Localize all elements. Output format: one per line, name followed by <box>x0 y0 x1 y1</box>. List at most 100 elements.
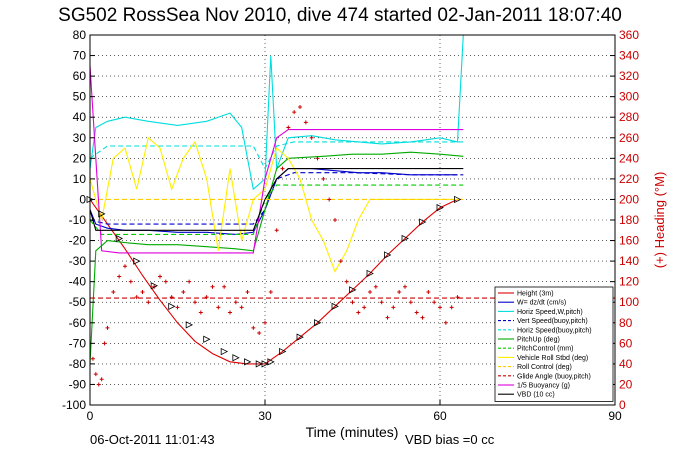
right-tick-label: 320 <box>619 69 639 83</box>
series-line-4 <box>89 141 464 170</box>
heading-point <box>263 320 267 325</box>
legend-label-1: W= dz/dt (cm/s) <box>517 300 566 307</box>
left-tick-label: -10 <box>69 213 87 227</box>
heading-point <box>268 289 273 294</box>
heading-point <box>338 259 343 264</box>
heading-point <box>222 284 227 289</box>
heading-point <box>140 289 145 294</box>
depth-marker <box>401 234 409 243</box>
left-tick-label: -60 <box>69 316 87 330</box>
heading-point <box>102 341 107 346</box>
heading-point <box>327 197 332 202</box>
depth-marker <box>384 251 392 259</box>
heading-point <box>169 295 174 300</box>
heading-point <box>146 300 151 305</box>
depth-marker <box>220 347 229 356</box>
legend-label-0: Height (3m) <box>517 291 554 298</box>
x-tick-label: 30 <box>258 409 272 423</box>
heading-point <box>99 377 104 382</box>
right-tick-label: 240 <box>619 151 639 165</box>
heading-point <box>257 331 262 336</box>
heading-point <box>128 279 133 284</box>
left-tick-label: 60 <box>73 69 87 83</box>
heading-point <box>204 295 209 300</box>
depth-marker <box>203 335 211 343</box>
legend-label-8: Roll Control (deg) <box>517 364 572 371</box>
heading-point <box>123 264 127 269</box>
heading-point <box>373 284 378 289</box>
depth-marker <box>267 358 275 366</box>
depth-marker <box>349 286 357 294</box>
heading-point <box>403 284 407 289</box>
depth-marker <box>419 218 427 226</box>
depth-marker <box>261 360 269 368</box>
left-tick-label: -50 <box>69 295 87 309</box>
right-tick-label: 360 <box>619 28 639 42</box>
depth-marker <box>296 333 304 341</box>
depth-marker <box>168 302 176 310</box>
x-tick-label: 90 <box>608 409 622 423</box>
right-tick-label: 160 <box>619 234 639 248</box>
heading-markers <box>90 104 460 387</box>
heading-point <box>198 310 203 315</box>
heading-point <box>105 325 110 330</box>
heading-point <box>362 305 367 310</box>
heading-point <box>379 300 384 305</box>
heading-point <box>414 310 419 315</box>
heading-point <box>432 300 437 305</box>
heading-point <box>280 166 285 171</box>
series-line-6 <box>89 184 464 235</box>
depth-marker <box>331 302 339 310</box>
heading-point <box>111 289 116 294</box>
footer-vbd-bias: VBD bias =0 cc <box>405 432 495 447</box>
right-tick-label: 80 <box>619 316 633 330</box>
left-tick-label: -90 <box>69 377 87 391</box>
heading-point <box>298 104 302 109</box>
heading-point <box>303 120 308 125</box>
heading-point <box>175 305 180 310</box>
heading-point <box>321 176 326 181</box>
left-tick-label: 80 <box>73 28 87 42</box>
right-tick-label: 300 <box>619 90 639 104</box>
left-tick-label: 20 <box>73 151 87 165</box>
legend-label-3: Vert Speed(buoy,pitch) <box>517 318 588 325</box>
heading-point <box>385 315 390 320</box>
heading-point <box>438 305 442 310</box>
depth-marker <box>255 360 264 368</box>
right-axis-label: (+) Heading (°M) <box>652 172 667 269</box>
x-tick-label: 0 <box>87 409 94 423</box>
heading-point <box>210 284 215 289</box>
depth-marker <box>115 234 124 243</box>
depth-marker <box>133 257 141 265</box>
footer-date: 06-Oct-2011 11:01:43 <box>90 432 215 447</box>
depth-marker <box>314 319 322 327</box>
chart-title: SG502 RossSea Nov 2010, dive 474 started… <box>58 5 622 26</box>
heading-point <box>274 228 279 233</box>
heading-point <box>356 310 361 315</box>
heading-point <box>187 279 192 284</box>
depth-marker <box>244 358 252 366</box>
series-line-5 <box>89 151 464 364</box>
heading-point <box>216 305 221 310</box>
heading-point <box>117 274 122 279</box>
depth-marker <box>150 282 159 290</box>
right-tick-label: 140 <box>619 254 639 268</box>
left-tick-label: 70 <box>73 49 87 63</box>
right-tick-label: 200 <box>619 192 639 206</box>
depth-marker <box>98 210 106 218</box>
right-tick-label: 0 <box>619 398 626 412</box>
heading-point <box>134 295 139 300</box>
heading-point <box>93 372 98 377</box>
heading-point <box>420 315 425 320</box>
left-tick-label: 40 <box>73 110 87 124</box>
right-tick-label: 280 <box>619 110 639 124</box>
legend-box <box>494 286 614 402</box>
heading-point <box>96 382 101 387</box>
heading-point <box>397 289 402 294</box>
right-tick-label: 340 <box>619 49 639 63</box>
depth-marker <box>366 269 374 278</box>
x-tick-label: 60 <box>433 409 447 423</box>
right-axis-ticks: 0 20 40 60 80 100 120 140 160 180 200 220 240 260 280 3… <box>610 28 639 412</box>
heading-point <box>449 305 454 310</box>
legend-label-10: 1/5 Buoyancy (g) <box>517 383 570 390</box>
